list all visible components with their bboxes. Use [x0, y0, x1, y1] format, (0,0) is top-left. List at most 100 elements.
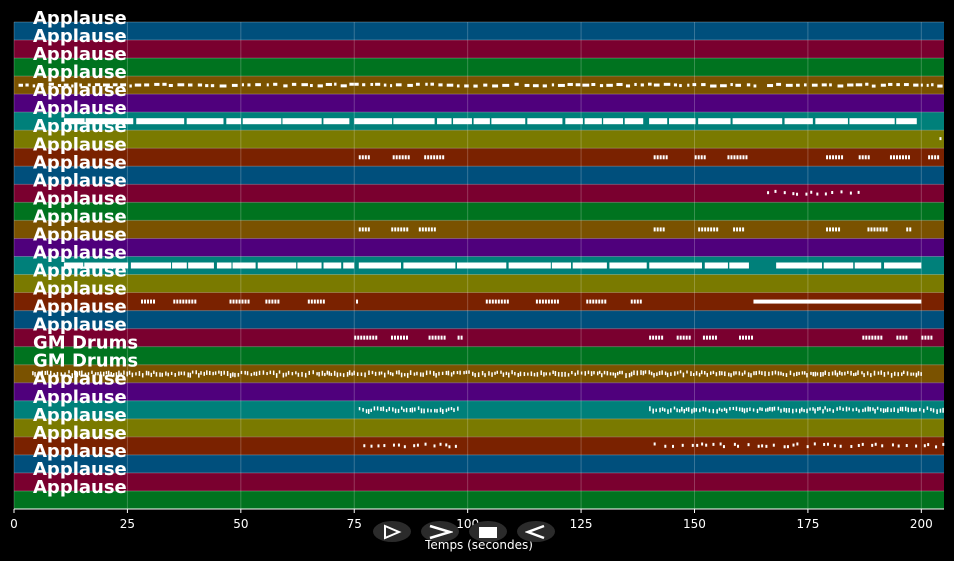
note [81, 370, 83, 376]
note [785, 408, 788, 413]
note [87, 83, 91, 87]
note [216, 262, 232, 269]
note [123, 370, 125, 375]
note [776, 82, 782, 86]
note [527, 118, 563, 125]
note-segment [32, 370, 922, 379]
note [195, 370, 197, 375]
note-segment [767, 189, 860, 196]
note [168, 83, 173, 87]
note [771, 371, 774, 376]
note [257, 262, 297, 269]
note [698, 118, 731, 125]
note [575, 83, 581, 87]
note [319, 299, 322, 304]
note [541, 299, 544, 304]
note [796, 192, 799, 196]
note [404, 155, 407, 160]
note [727, 372, 730, 377]
stop-button[interactable] [469, 521, 507, 542]
note [839, 444, 842, 448]
note [850, 444, 853, 448]
note [162, 82, 167, 86]
note [690, 371, 692, 377]
note [887, 371, 889, 375]
x-tick-label: 50 [233, 517, 248, 531]
back-button[interactable] [517, 521, 555, 542]
note [855, 407, 858, 412]
note [803, 409, 805, 413]
note [446, 83, 454, 87]
note [708, 408, 711, 413]
note [780, 371, 782, 376]
note [639, 299, 642, 304]
note [842, 407, 844, 412]
note [400, 406, 403, 410]
note [888, 82, 893, 86]
note [393, 118, 435, 125]
note [85, 118, 134, 125]
note [417, 406, 420, 410]
note [899, 406, 902, 412]
note-segment [141, 299, 359, 304]
note [931, 83, 934, 87]
note [454, 444, 457, 448]
note [91, 370, 93, 374]
note [648, 370, 651, 375]
track-lane [14, 130, 944, 149]
track-label: Applause [33, 62, 127, 83]
note [310, 299, 313, 304]
rewind-icon [384, 523, 402, 540]
note [896, 83, 900, 87]
note [120, 372, 122, 376]
note [508, 262, 551, 269]
note [718, 370, 721, 376]
note [890, 408, 892, 413]
note [394, 227, 397, 232]
note [893, 371, 896, 376]
note [681, 443, 684, 447]
note [416, 443, 419, 447]
rewind-button[interactable] [373, 521, 411, 542]
note [194, 299, 197, 304]
note [484, 373, 486, 378]
track-lane [14, 238, 944, 257]
note [903, 83, 909, 87]
note [392, 372, 394, 377]
note [915, 444, 918, 448]
note-segment [649, 118, 917, 125]
note [838, 227, 841, 232]
note [424, 155, 427, 160]
note [465, 370, 468, 374]
note [664, 371, 667, 376]
track-lane [14, 328, 944, 347]
note [514, 371, 516, 376]
note [838, 370, 841, 375]
note [897, 372, 899, 377]
note [496, 370, 498, 374]
note [616, 82, 623, 86]
track-label: Applause [33, 387, 127, 408]
note [187, 372, 189, 378]
track-label: Applause [33, 44, 127, 65]
note [890, 372, 893, 378]
track-label: Applause [33, 134, 127, 155]
note [704, 227, 707, 232]
note-segment [354, 335, 463, 340]
track-lane [14, 346, 944, 365]
note [369, 335, 372, 340]
note [400, 227, 403, 232]
note [686, 370, 688, 374]
play-button[interactable] [421, 521, 459, 542]
note [396, 335, 399, 340]
note [112, 373, 115, 377]
note [756, 408, 759, 414]
note [872, 407, 874, 411]
note [777, 371, 780, 376]
note [362, 83, 366, 87]
note [647, 82, 652, 86]
note [287, 370, 290, 375]
track-label: Applause [33, 206, 127, 227]
note [553, 299, 556, 304]
note [200, 371, 202, 375]
